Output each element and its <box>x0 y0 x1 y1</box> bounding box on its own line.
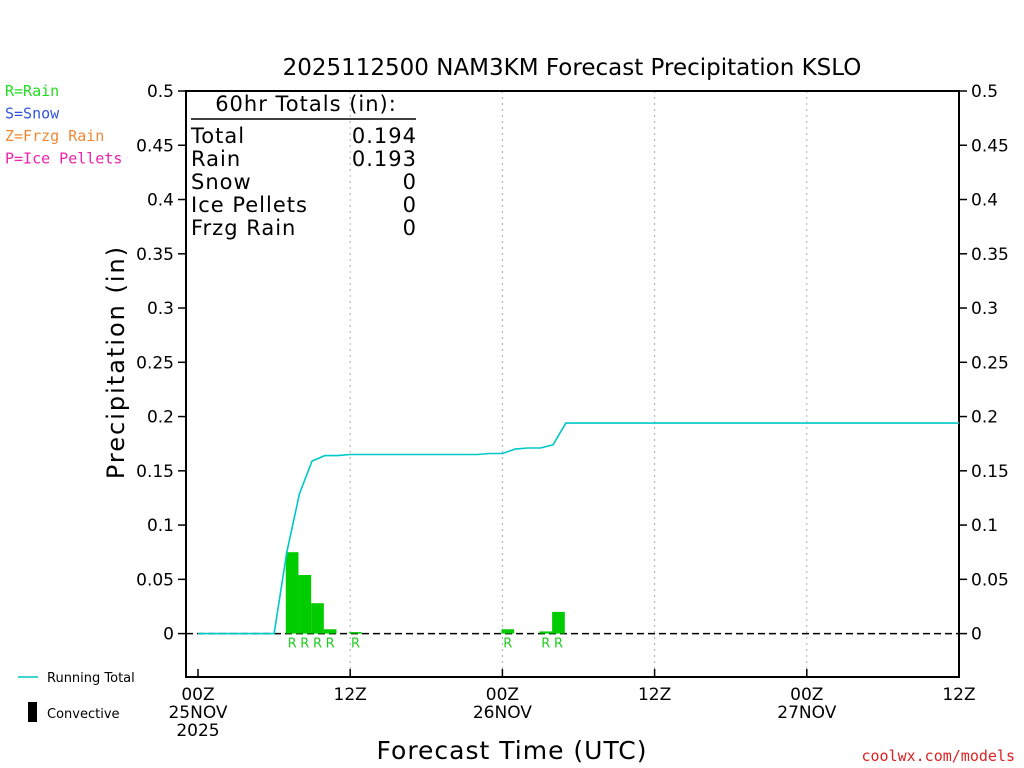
ytick-label-right-4: 0.3 <box>971 299 998 319</box>
convective-legend-label: Convective <box>47 707 120 722</box>
bar-5 <box>501 629 515 634</box>
ytick-label-right-3: 0.35 <box>971 245 1009 265</box>
bar-type-label-6: R <box>541 637 550 652</box>
y-axis-ticks: 0.5 0.5 0.45 0.45 0.4 0.4 0.35 0.35 0.3 0.3 0.25 0.… <box>136 82 1009 645</box>
ytick-label-right-0: 0.5 <box>971 82 998 102</box>
totals-label-0: Total <box>190 124 245 148</box>
totals-label-3: Ice Pellets <box>191 193 308 217</box>
running-total-legend-label: Running Total <box>47 671 135 686</box>
ytick-label-right-9: 0.05 <box>971 570 1009 590</box>
xtick-label-4-1: 00Z <box>790 685 823 705</box>
type-legend-2: Z=Frzg Rain <box>5 127 104 145</box>
bar-4 <box>349 632 362 634</box>
xtick-label-4-2: 27NOV <box>777 703 836 723</box>
type-legend-3: P=Ice Pellets <box>5 150 122 168</box>
totals-value-1: 0.193 <box>352 147 417 171</box>
bar-3 <box>323 629 337 634</box>
ytick-label-left-8: 0.1 <box>147 516 174 536</box>
ytick-label-left-9: 0.05 <box>136 570 174 590</box>
totals-value-0: 0.194 <box>352 124 417 148</box>
bar-2 <box>311 603 324 634</box>
xtick-label-0-3: 2025 <box>176 721 219 741</box>
totals-value-4: 0 <box>403 216 417 240</box>
bar-0 <box>285 552 299 634</box>
xtick-label-1-1: 12Z <box>334 685 367 705</box>
totals-value-2: 0 <box>403 170 417 194</box>
bar-type-label-7: R <box>554 637 563 652</box>
vertical-gridlines <box>349 91 808 677</box>
bar-6 <box>539 631 553 634</box>
bar-type-label-4: R <box>351 637 360 652</box>
bar-7 <box>552 611 565 634</box>
x-axis-label: Forecast Time (UTC) <box>377 736 648 765</box>
totals-value-3: 0 <box>403 193 417 217</box>
ytick-label-right-7: 0.15 <box>971 462 1009 482</box>
convective-swatch <box>28 702 37 722</box>
ytick-label-left-2: 0.4 <box>147 191 174 211</box>
site-credit: coolwx.com/models <box>861 747 1015 765</box>
precip-bars <box>285 552 565 634</box>
xtick-label-2-2: 26NOV <box>473 703 532 723</box>
ytick-label-right-6: 0.2 <box>971 408 998 428</box>
plot-frame <box>185 90 960 678</box>
ytick-label-left-4: 0.3 <box>147 299 174 319</box>
type-legend-1: S=Snow <box>5 105 60 123</box>
bar-type-label-1: R <box>300 637 309 652</box>
totals-box: 60hr Totals (in): Total 0.194 Rain 0.193 Snow… <box>190 92 417 240</box>
ytick-label-right-1: 0.45 <box>971 136 1009 156</box>
type-legend-0: R=Rain <box>5 82 59 100</box>
precip-type-legend: R=Rain S=Snow Z=Frzg Rain P=Ice Pellets <box>5 82 122 168</box>
ytick-label-left-3: 0.35 <box>136 245 174 265</box>
totals-label-1: Rain <box>191 147 241 171</box>
series-legend: Running Total Convective <box>18 671 135 722</box>
bar-type-label-2: R <box>313 637 322 652</box>
totals-label-4: Frzg Rain <box>191 216 296 240</box>
xtick-label-2-1: 00Z <box>486 685 519 705</box>
ytick-label-left-5: 0.25 <box>136 353 174 373</box>
xtick-label-0-2: 25NOV <box>168 703 227 723</box>
xtick-label-3-1: 12Z <box>638 685 671 705</box>
ytick-label-left-1: 0.45 <box>136 136 174 156</box>
ytick-label-left-6: 0.2 <box>147 408 174 428</box>
ytick-label-left-7: 0.15 <box>136 462 174 482</box>
ytick-label-right-5: 0.25 <box>971 353 1009 373</box>
ytick-label-right-10: 0 <box>971 625 982 645</box>
bar-type-label-3: R <box>326 637 335 652</box>
ytick-label-right-2: 0.4 <box>971 191 998 211</box>
chart-title: 2025112500 NAM3KM Forecast Precipitation… <box>283 55 862 81</box>
totals-title: 60hr Totals (in): <box>215 92 397 116</box>
y-axis-label: Precipitation (in) <box>102 245 130 479</box>
xtick-label-5-1: 12Z <box>942 685 975 705</box>
xtick-label-0-1: 00Z <box>181 685 214 705</box>
ytick-label-left-10: 0 <box>163 625 174 645</box>
bar-type-label-5: R <box>503 637 512 652</box>
running-total-line <box>198 422 959 635</box>
totals-label-2: Snow <box>191 170 252 194</box>
bar-type-label-0: R <box>288 637 297 652</box>
ytick-label-right-8: 0.1 <box>971 516 998 536</box>
bar-1 <box>298 574 312 634</box>
ytick-label-left-0: 0.5 <box>147 82 174 102</box>
